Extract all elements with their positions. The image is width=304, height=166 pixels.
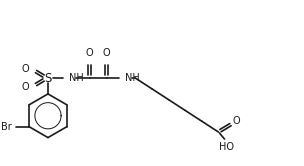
Text: O: O xyxy=(233,116,240,126)
Text: O: O xyxy=(22,64,29,74)
Text: NH: NH xyxy=(69,73,84,83)
Text: NH: NH xyxy=(125,73,140,83)
Text: HO: HO xyxy=(219,142,234,152)
Text: O: O xyxy=(22,82,29,92)
Text: O: O xyxy=(86,48,93,58)
Text: Br: Br xyxy=(2,122,12,132)
Text: O: O xyxy=(103,48,110,58)
Text: S: S xyxy=(44,72,52,84)
